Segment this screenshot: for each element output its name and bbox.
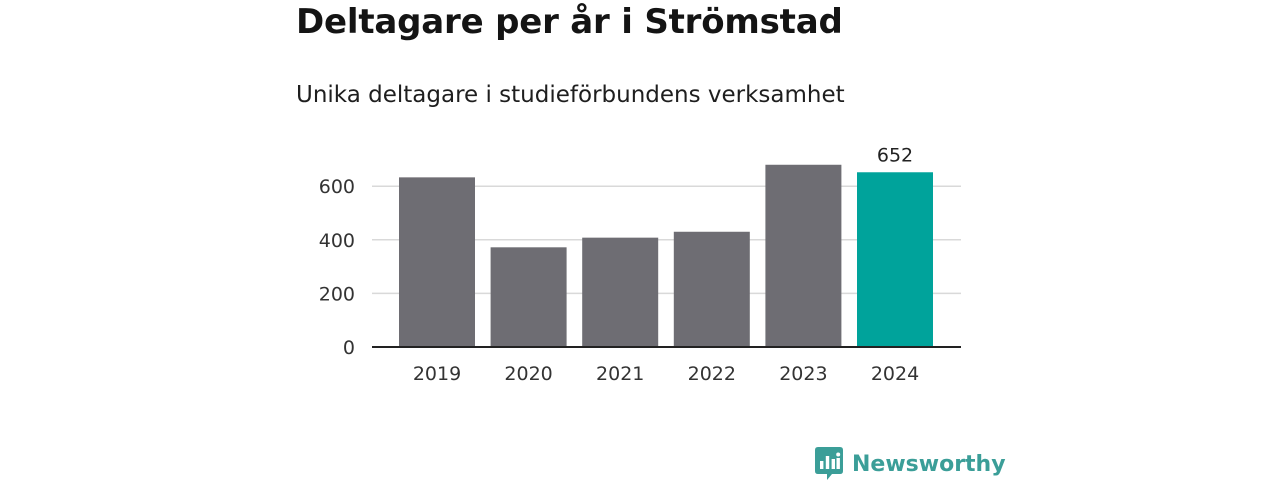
y-tick-label: 400 [319, 230, 355, 252]
y-tick-label: 600 [319, 176, 355, 198]
bar [399, 177, 475, 347]
x-tick-label: 2020 [504, 363, 552, 385]
bar [857, 172, 933, 347]
x-tick-label: 2021 [596, 363, 644, 385]
y-tick-label: 200 [319, 283, 355, 305]
brand-name: Newsworthy [852, 451, 1006, 477]
newsworthy-chart-bubble-icon [815, 447, 843, 480]
newsworthy-logo: Newsworthy [815, 447, 1006, 480]
x-tick-label: 2022 [688, 363, 736, 385]
chart-subtitle: Unika deltagare i studieförbundens verks… [296, 82, 845, 108]
bar [765, 164, 842, 347]
bar [673, 231, 750, 347]
y-tick-label: 0 [343, 337, 355, 359]
x-tick-label: 2024 [871, 363, 919, 385]
bar [582, 237, 659, 347]
bar [490, 247, 567, 347]
x-tick-label: 2019 [413, 363, 461, 385]
chart-title: Deltagare per år i Strömstad [296, 2, 843, 42]
x-tick-label: 2023 [779, 363, 827, 385]
data-label: 652 [877, 144, 913, 166]
